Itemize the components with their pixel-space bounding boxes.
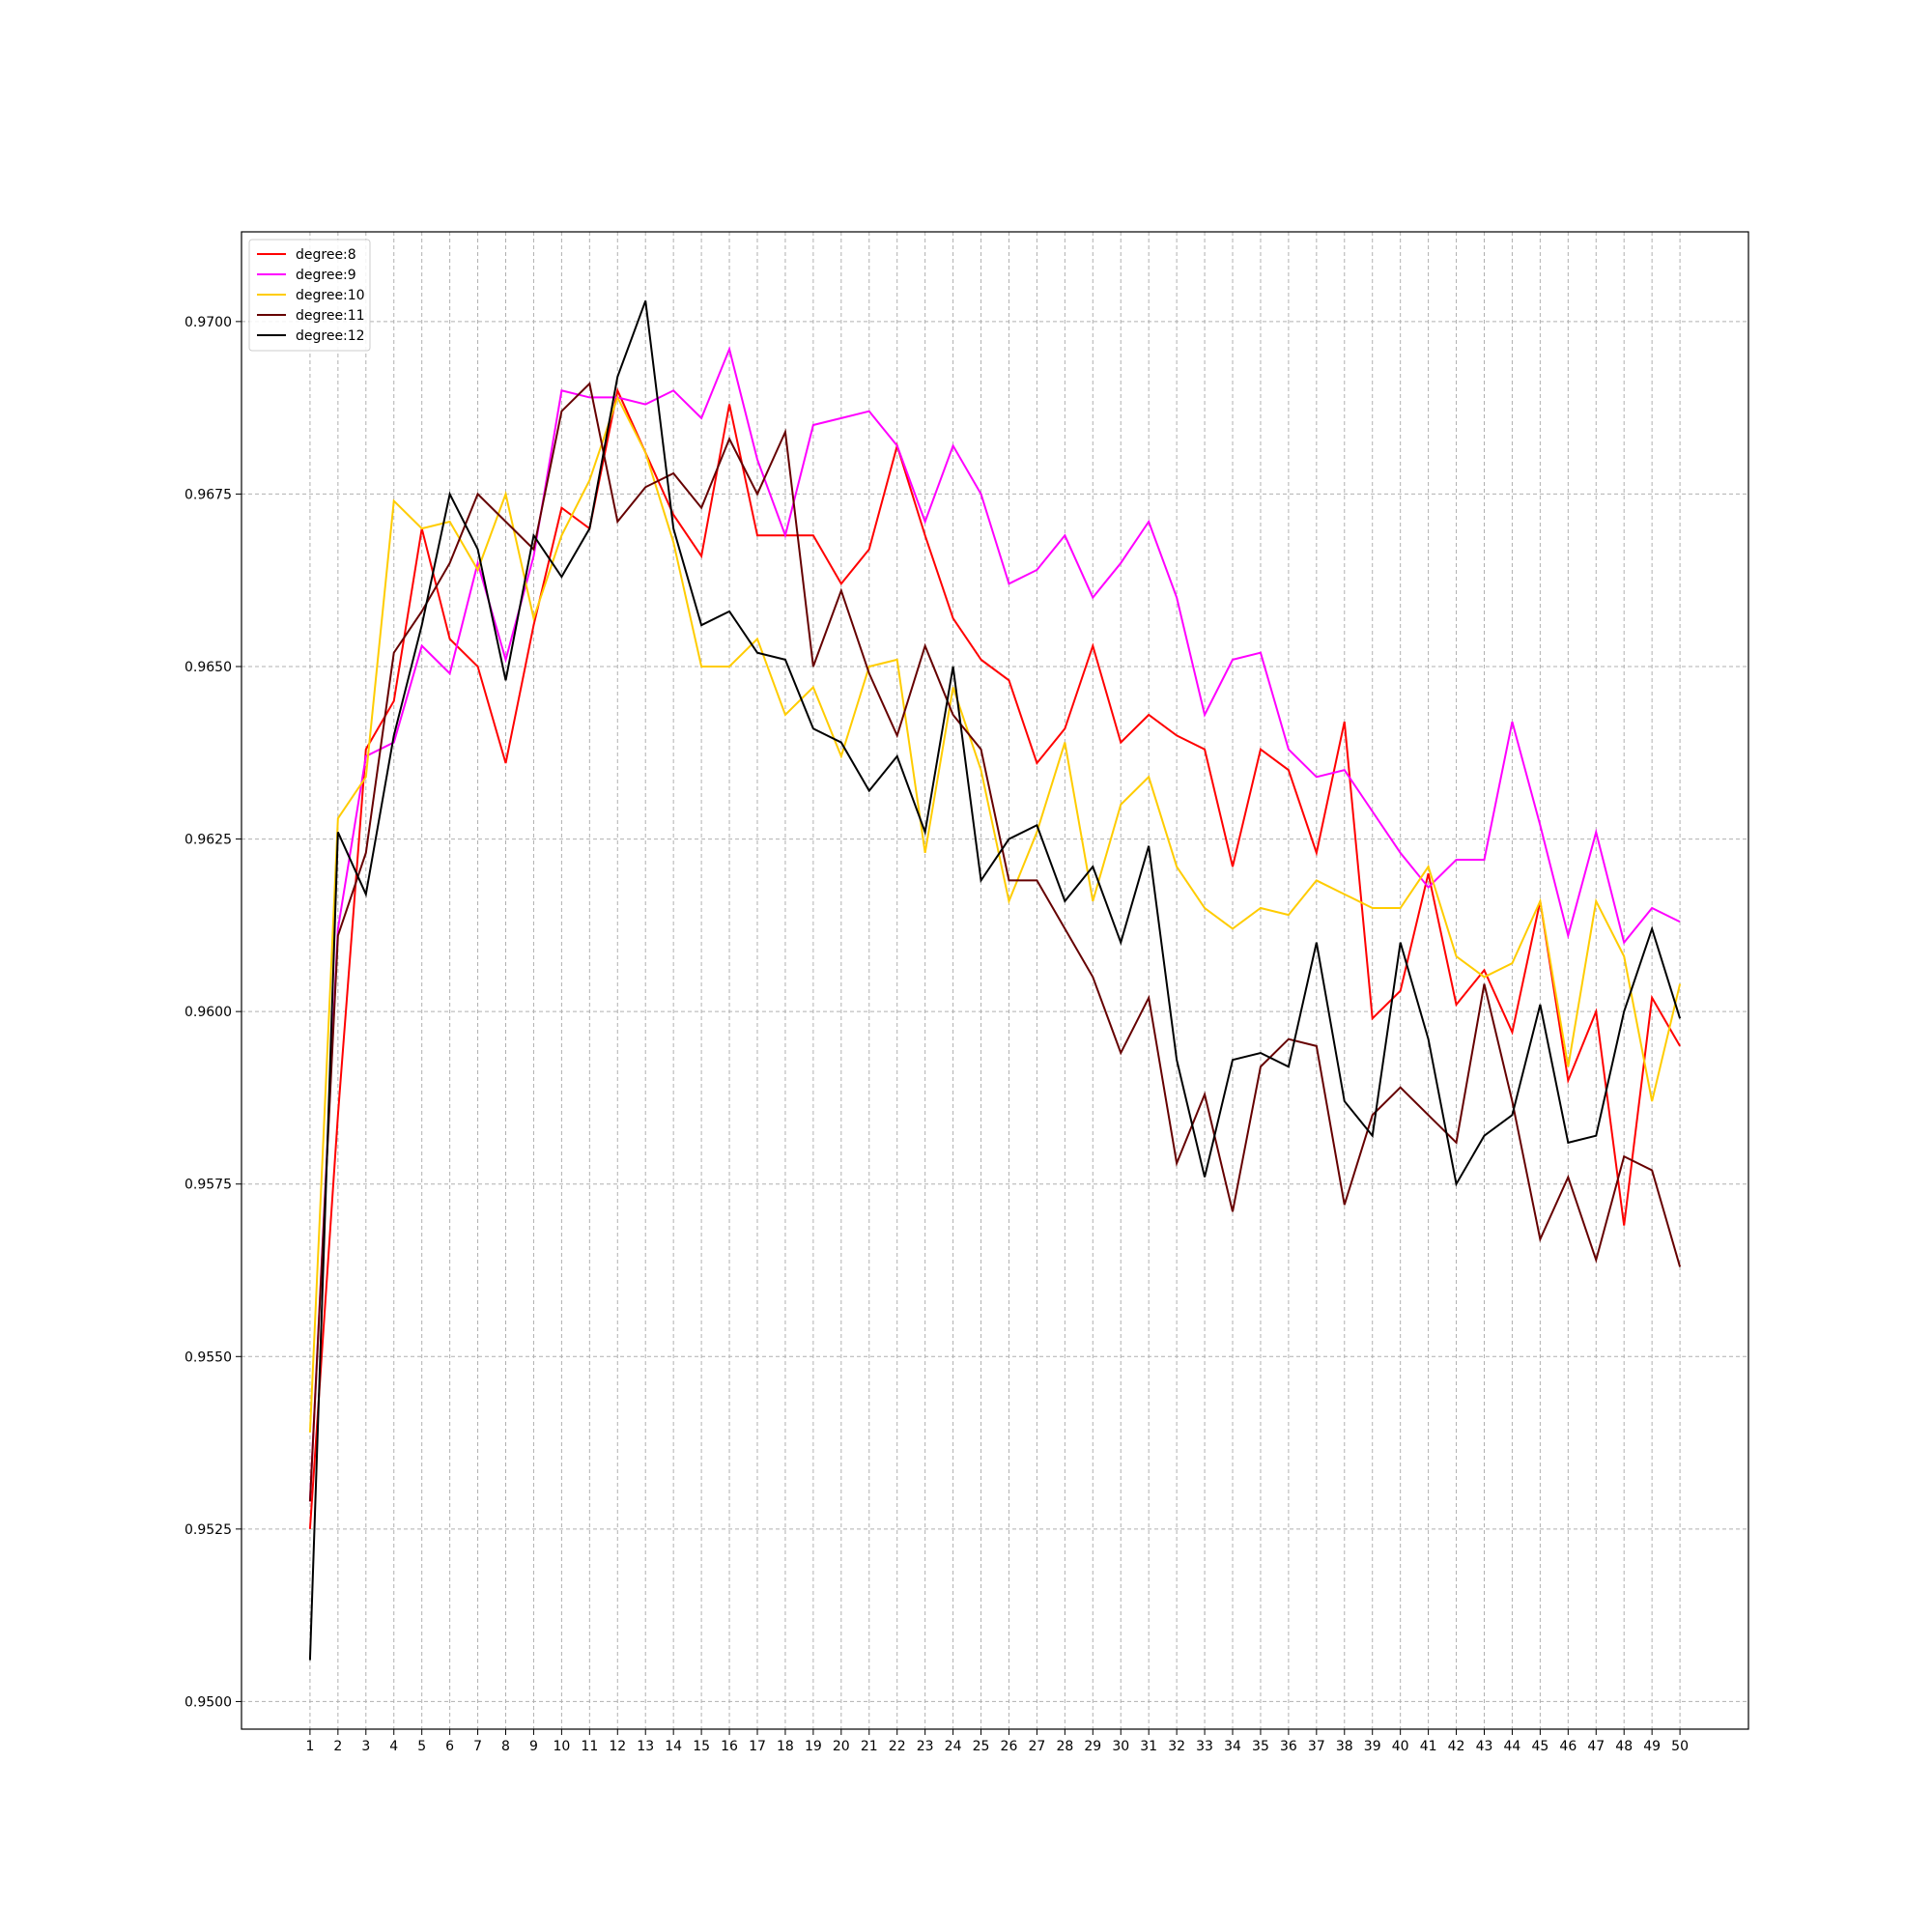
x-tick-label: 13 bbox=[637, 1739, 654, 1754]
x-tick-label: 15 bbox=[693, 1739, 710, 1754]
x-tick-label: 21 bbox=[861, 1739, 878, 1754]
x-tick-label: 6 bbox=[445, 1739, 454, 1754]
legend-entry-label: degree:10 bbox=[296, 288, 365, 303]
legend-box bbox=[248, 239, 371, 352]
x-tick-label: 43 bbox=[1476, 1739, 1493, 1754]
x-tick-label: 41 bbox=[1420, 1739, 1437, 1754]
x-tick-label: 7 bbox=[473, 1739, 482, 1754]
y-tick-label: 0.9550 bbox=[185, 1350, 232, 1365]
x-tick-label: 19 bbox=[805, 1739, 822, 1754]
x-tick-label: 23 bbox=[917, 1739, 934, 1754]
x-tick-label: 2 bbox=[333, 1739, 342, 1754]
legend-entry-label: degree:8 bbox=[296, 247, 356, 263]
series-line-degree-12 bbox=[308, 300, 1682, 1661]
legend-entry-label: degree:11 bbox=[296, 308, 365, 324]
x-tick-label: 47 bbox=[1587, 1739, 1605, 1754]
grid-lines bbox=[242, 232, 1748, 1729]
x-tick-label: 32 bbox=[1168, 1739, 1185, 1754]
x-axis-ticks: 1 2 3 4 5 6 7 8 9 10 11 12 13 14 15 16 17 18 19 20 21 22 23 24 2… bbox=[305, 1729, 1689, 1754]
x-tick-label: 37 bbox=[1308, 1739, 1325, 1754]
y-tick-label: 0.9675 bbox=[185, 487, 232, 502]
x-tick-label: 45 bbox=[1531, 1739, 1548, 1754]
x-tick-label: 25 bbox=[973, 1739, 990, 1754]
x-tick-label: 17 bbox=[749, 1739, 766, 1754]
x-tick-label: 38 bbox=[1336, 1739, 1353, 1754]
series-lines bbox=[308, 300, 1682, 1661]
axes-frame bbox=[241, 231, 1749, 1730]
x-tick-label: 3 bbox=[361, 1739, 370, 1754]
y-tick-label: 0.9600 bbox=[185, 1005, 232, 1020]
x-tick-label: 14 bbox=[665, 1739, 682, 1754]
y-tick-label: 0.9525 bbox=[185, 1522, 232, 1538]
x-tick-label: 36 bbox=[1280, 1739, 1297, 1754]
x-tick-label: 12 bbox=[609, 1739, 626, 1754]
x-tick-label: 33 bbox=[1196, 1739, 1213, 1754]
x-tick-label: 42 bbox=[1448, 1739, 1465, 1754]
x-tick-label: 5 bbox=[417, 1739, 426, 1754]
x-tick-label: 28 bbox=[1056, 1739, 1073, 1754]
x-tick-label: 26 bbox=[1001, 1739, 1018, 1754]
legend-entry-label: degree:9 bbox=[296, 268, 356, 283]
x-tick-label: 34 bbox=[1224, 1739, 1241, 1754]
x-tick-label: 48 bbox=[1615, 1739, 1633, 1754]
x-tick-label: 40 bbox=[1392, 1739, 1409, 1754]
x-tick-label: 1 bbox=[305, 1739, 314, 1754]
x-tick-label: 46 bbox=[1559, 1739, 1577, 1754]
x-tick-label: 35 bbox=[1252, 1739, 1269, 1754]
legend: degree:8 degree:9 degree:10 degree:11 degree… bbox=[248, 239, 371, 352]
x-tick-label: 9 bbox=[529, 1739, 538, 1754]
x-tick-label: 50 bbox=[1671, 1739, 1689, 1754]
x-tick-label: 16 bbox=[721, 1739, 738, 1754]
x-tick-label: 39 bbox=[1364, 1739, 1381, 1754]
x-tick-label: 10 bbox=[553, 1739, 570, 1754]
x-tick-label: 30 bbox=[1112, 1739, 1129, 1754]
x-tick-label: 27 bbox=[1028, 1739, 1045, 1754]
y-tick-label: 0.9500 bbox=[185, 1694, 232, 1710]
y-tick-label: 0.9700 bbox=[185, 315, 232, 330]
y-axis-ticks: 0.9500 0.9525 0.9550 0.9575 0.9600 0.9625 0.96… bbox=[185, 315, 242, 1710]
x-tick-label: 44 bbox=[1504, 1739, 1521, 1754]
x-tick-label: 20 bbox=[833, 1739, 850, 1754]
y-tick-label: 0.9575 bbox=[185, 1178, 232, 1193]
y-tick-label: 0.9650 bbox=[185, 660, 232, 675]
x-tick-label: 18 bbox=[777, 1739, 794, 1754]
series-line-degree-11 bbox=[308, 382, 1682, 1502]
legend-entry-label: degree:12 bbox=[296, 328, 365, 344]
x-tick-label: 24 bbox=[945, 1739, 962, 1754]
x-tick-label: 11 bbox=[581, 1739, 598, 1754]
x-tick-label: 31 bbox=[1140, 1739, 1157, 1754]
x-tick-label: 49 bbox=[1643, 1739, 1661, 1754]
x-tick-label: 29 bbox=[1084, 1739, 1101, 1754]
series-line-degree-10 bbox=[308, 394, 1682, 1433]
x-tick-label: 8 bbox=[501, 1739, 510, 1754]
y-tick-label: 0.9625 bbox=[185, 833, 232, 848]
x-tick-label: 4 bbox=[389, 1739, 398, 1754]
x-tick-label: 22 bbox=[889, 1739, 906, 1754]
